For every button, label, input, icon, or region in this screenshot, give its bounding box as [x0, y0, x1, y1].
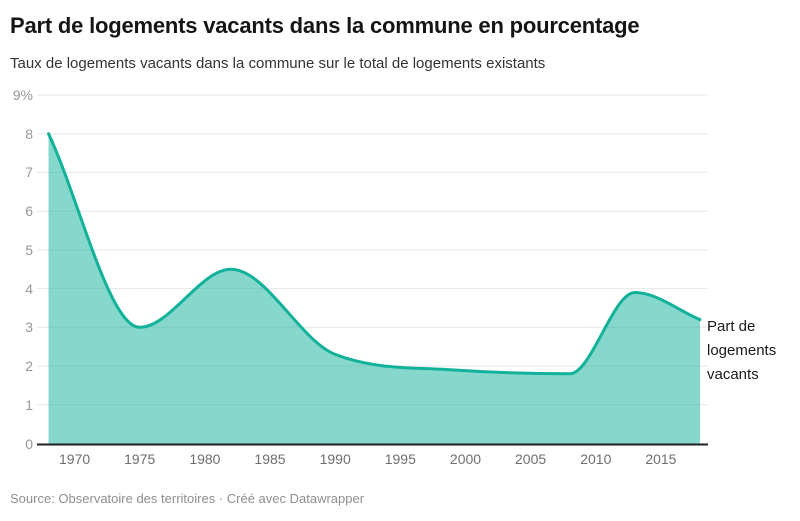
- y-axis-tick-label: 2: [25, 358, 33, 375]
- area-fill: [48, 133, 700, 444]
- x-axis-tick-label: 1970: [59, 451, 91, 467]
- x-axis-tick-label: 2005: [515, 451, 547, 467]
- x-axis-tick-label: 2015: [645, 451, 677, 467]
- source-attribution: Source: Observatoire des territoires · C…: [10, 491, 365, 506]
- x-axis-tick-label: 1990: [319, 451, 351, 467]
- y-axis-tick-label: 0: [25, 435, 33, 452]
- chart-subtitle: Taux de logements vacants dans la commun…: [10, 55, 546, 72]
- x-axis-tick-label: 1985: [254, 451, 286, 467]
- x-axis-tick-label: 1980: [189, 451, 221, 467]
- y-axis-tick-label: 8: [25, 125, 33, 142]
- y-axis-tick-label: 7: [25, 164, 33, 181]
- x-axis-tick-label: 2010: [580, 451, 612, 467]
- x-axis-tick-label: 1995: [384, 451, 416, 467]
- x-axis-tick-label: 1975: [124, 451, 156, 467]
- page-title: Part de logements vacants dans la commun…: [10, 13, 640, 38]
- y-axis-tick-label: 3: [25, 319, 33, 336]
- y-axis-tick-label: 6: [25, 203, 33, 220]
- x-axis-tick-label: 2000: [449, 451, 482, 467]
- y-axis-tick-label: 9%: [12, 87, 33, 103]
- y-axis-tick-label: 5: [25, 241, 33, 258]
- area-line: [47, 132, 702, 376]
- y-axis-tick-label: 4: [25, 280, 33, 297]
- series-label: Part de logements vacants: [707, 318, 777, 383]
- y-axis-tick-label: 1: [25, 396, 33, 413]
